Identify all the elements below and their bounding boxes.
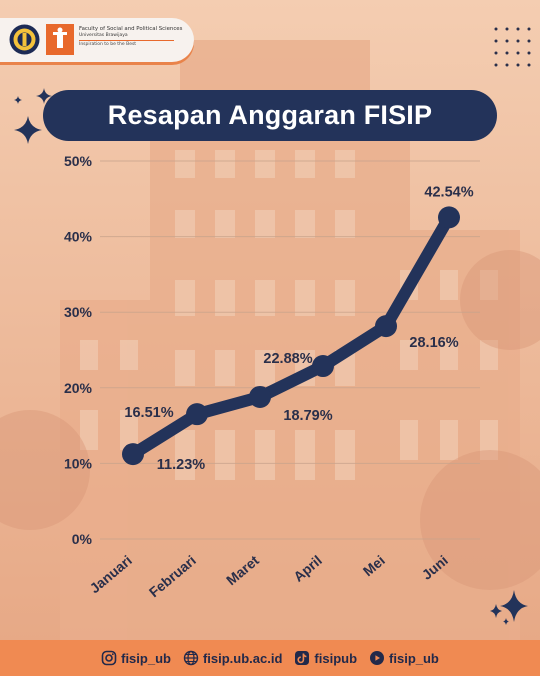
sparkle-icon [14, 88, 52, 144]
data-label: 22.88% [263, 351, 312, 367]
dot-grid-decoration [494, 27, 531, 67]
youtube-icon [370, 651, 385, 665]
header-badge: Faculty of Social and Political Sciences… [0, 18, 194, 62]
x-axis-ticks: Januari Februari Maret April Mei Juni [86, 552, 450, 600]
footer-bar: fisip_ub fisip.ub.ac.id fisipub [0, 640, 540, 676]
y-tick-label: 40% [64, 229, 93, 245]
x-tick-label: Mei [360, 552, 388, 579]
y-axis-ticks: 0% 10% 20% 30% 40% 50% [64, 153, 93, 547]
tiktok-handle: fisipub [314, 650, 358, 666]
data-point [122, 443, 144, 466]
x-tick-label: April [290, 552, 325, 585]
y-tick-label: 10% [64, 455, 93, 471]
tagline: Inspiration to be the Best [79, 42, 137, 47]
data-points [122, 206, 460, 466]
faculty-name: Faculty of Social and Political Sciences [79, 26, 183, 32]
footer-tiktok[interactable]: fisipub [294, 650, 357, 666]
data-point [375, 315, 397, 338]
sparkle-icon [490, 590, 528, 625]
instagram-handle: fisip_ub [121, 650, 171, 666]
y-tick-label: 0% [72, 531, 93, 547]
series-line-layer [127, 211, 455, 461]
page-title: Resapan Anggaran FISIP [43, 90, 497, 141]
x-tick-label: Juni [419, 552, 451, 583]
y-tick-label: 30% [64, 304, 93, 320]
instagram-icon [101, 650, 117, 666]
youtube-handle: fisip_ub [389, 650, 439, 666]
tiktok-icon [295, 651, 310, 665]
data-point [249, 385, 271, 408]
globe-icon [183, 650, 199, 666]
footer-website[interactable]: fisip.ub.ac.id [183, 650, 282, 666]
university-name: Universitas Brawijaya [79, 33, 128, 38]
budget-absorption-line-chart: 0% 10% 20% 30% 40% 50% 11.23% 16.51% 18.79% 22.8… [64, 153, 480, 600]
data-labels: 11.23% 16.51% 18.79% 22.88% 28.16% 42.54% [124, 184, 473, 473]
x-tick-label: Februari [146, 552, 199, 600]
header-divider [79, 40, 174, 41]
y-tick-label: 20% [64, 380, 93, 396]
data-label: 11.23% [157, 457, 205, 473]
university-logo-icon [9, 24, 40, 55]
data-label: 16.51% [124, 405, 173, 421]
website-url: fisip.ub.ac.id [202, 650, 283, 666]
data-label: 28.16% [409, 335, 458, 351]
grid-layer [100, 160, 480, 540]
x-tick-label: Maret [223, 552, 262, 588]
data-label: 18.79% [283, 408, 332, 424]
data-point [186, 403, 208, 426]
y-tick-label: 50% [64, 153, 93, 169]
footer-youtube[interactable]: fisip_ub [369, 650, 439, 666]
series-line [127, 211, 455, 461]
x-tick-label: Januari [86, 552, 134, 596]
faculty-logo-icon [46, 24, 74, 55]
data-point [312, 355, 334, 378]
data-label: 42.54% [424, 184, 473, 200]
data-point [438, 206, 460, 229]
footer-instagram[interactable]: fisip_ub [101, 650, 171, 666]
